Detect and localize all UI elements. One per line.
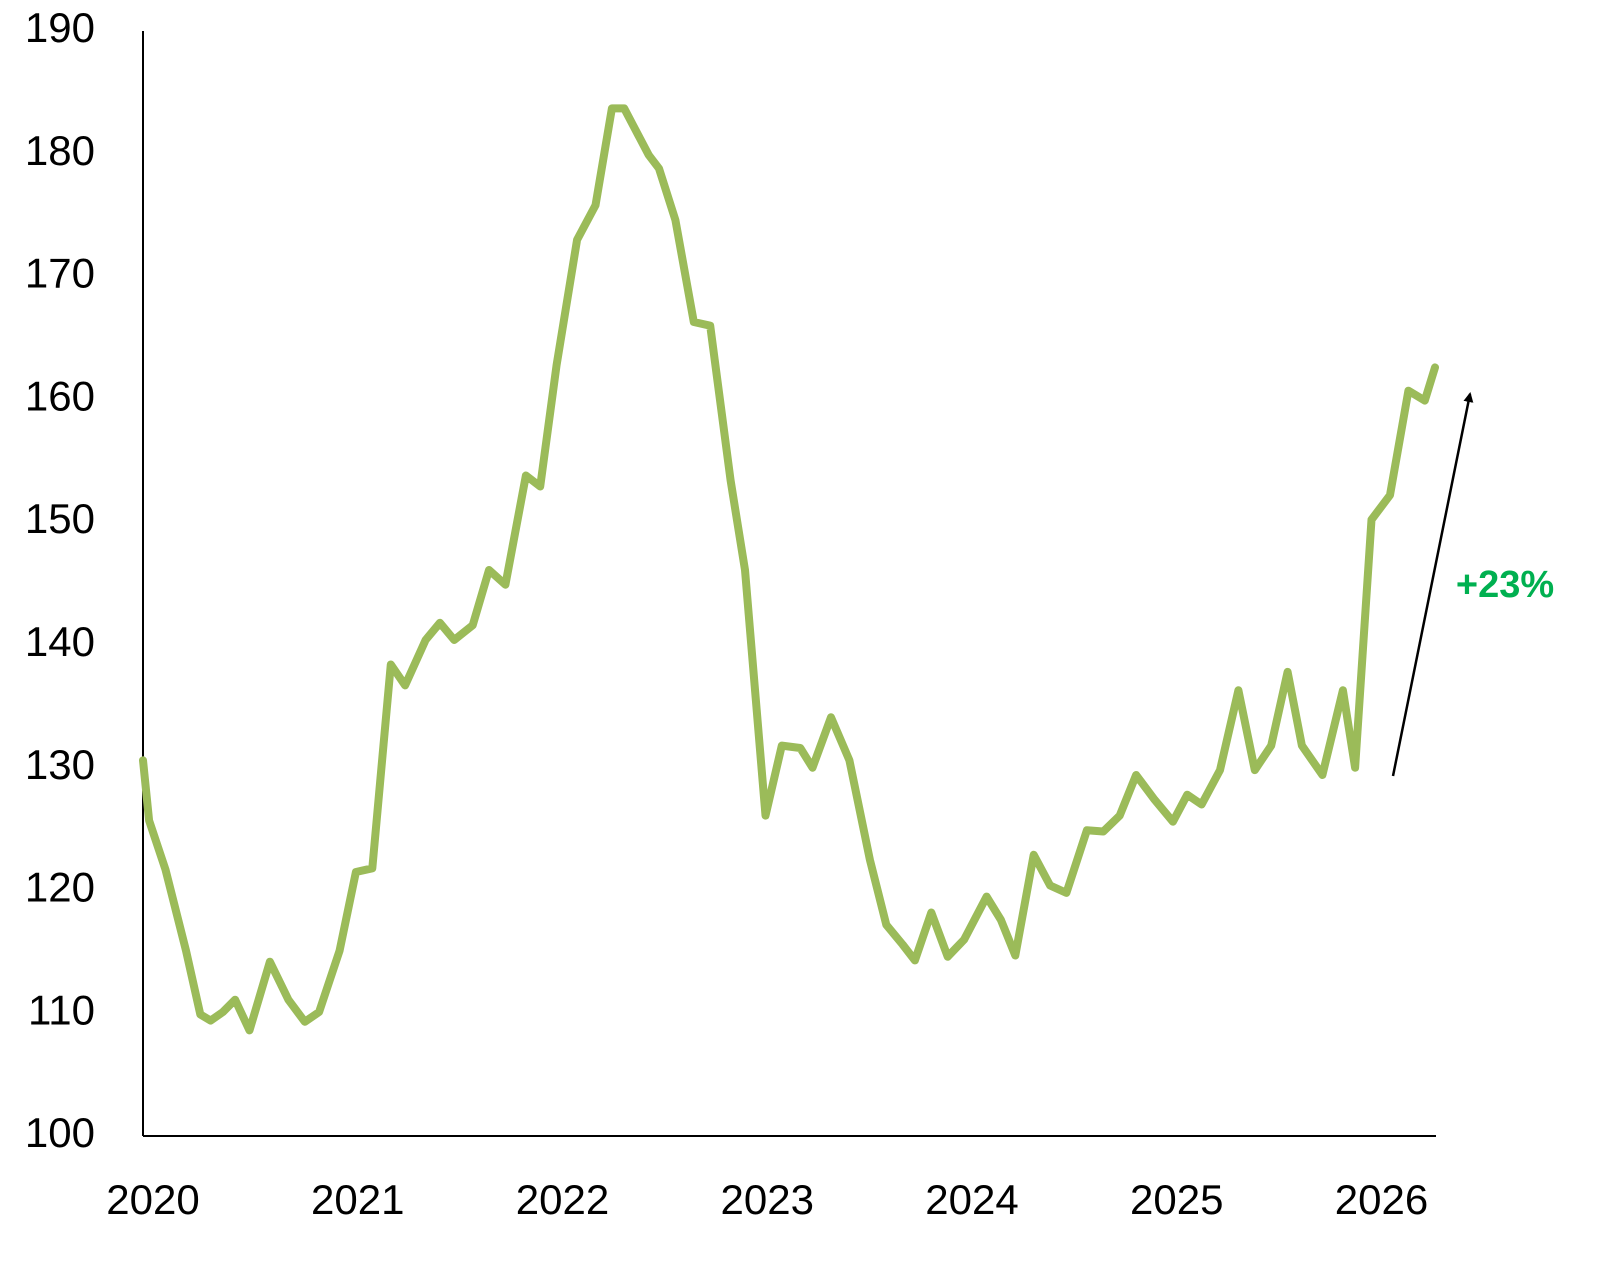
- x-tick-label: 2024: [925, 1176, 1018, 1223]
- y-tick-label: 140: [25, 618, 95, 665]
- x-tick-label: 2026: [1335, 1176, 1428, 1223]
- y-tick-label: 180: [25, 127, 95, 174]
- x-tick-label: 2025: [1130, 1176, 1223, 1223]
- y-tick-label: 120: [25, 864, 95, 911]
- y-tick-label: 130: [25, 741, 95, 788]
- y-tick-label: 160: [25, 372, 95, 419]
- line: [139, 104, 1439, 1035]
- y-tick-label: 100: [25, 1109, 95, 1156]
- y-tick-label: 170: [25, 250, 95, 297]
- annotation: +23%: [1456, 564, 1554, 606]
- x-tick-label: 2020: [106, 1176, 199, 1223]
- x-tick-label: 2022: [516, 1176, 609, 1223]
- y-tick-label: 150: [25, 495, 95, 542]
- arrow: [1391, 392, 1474, 777]
- y-tick-label: 110: [28, 986, 95, 1033]
- x-tick-label: 2023: [721, 1176, 814, 1223]
- x-tick-label: 2021: [311, 1176, 404, 1223]
- y-tick-label: 190: [25, 4, 95, 51]
